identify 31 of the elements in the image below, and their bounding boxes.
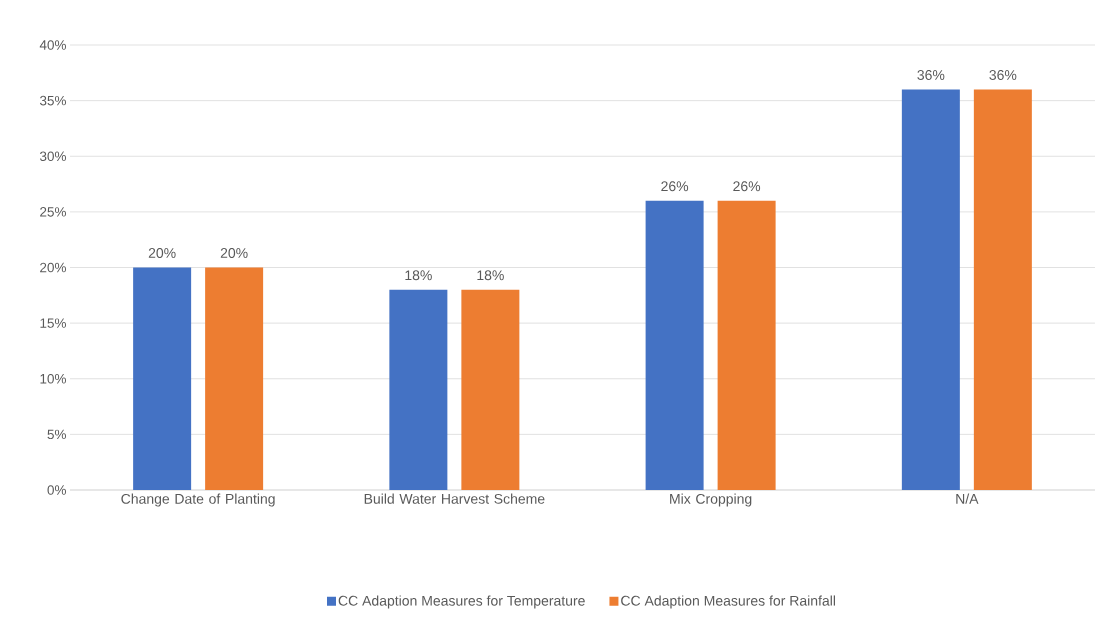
y-tick-label: 35% — [39, 95, 66, 106]
data-label: 18% — [405, 270, 432, 281]
data-label: 20% — [220, 248, 248, 258]
x-tick-label: Change Date of Planting — [121, 493, 275, 507]
legend-label: CC Adaption Measures for Rainfall — [621, 595, 836, 609]
y-tick-label: 5% — [47, 429, 66, 440]
bar — [205, 267, 264, 490]
bar — [717, 200, 776, 490]
x-tick-label: Mix Cropping — [670, 493, 752, 507]
bar — [901, 89, 960, 490]
y-tick-label: 10% — [40, 373, 66, 384]
data-label: 26% — [661, 181, 689, 192]
bar — [133, 267, 192, 490]
bar — [461, 289, 520, 490]
data-label: 26% — [733, 181, 761, 192]
y-tick-label: 40% — [39, 40, 66, 50]
data-label: 36% — [989, 70, 1017, 80]
y-tick-label: 30% — [39, 151, 66, 162]
x-tick-label: Build Water Harvest Scheme — [364, 493, 545, 504]
data-label: 36% — [917, 70, 945, 80]
data-label: 18% — [477, 270, 504, 281]
y-tick-label: 25% — [40, 207, 66, 217]
bar — [973, 89, 1032, 490]
legend-label: CC Adaption Measures for Temperature — [338, 595, 585, 609]
bar — [645, 200, 704, 490]
bar — [389, 289, 448, 490]
x-tick-label: N/A — [956, 493, 979, 504]
data-label: 20% — [148, 248, 176, 258]
y-tick-label: 0% — [47, 485, 66, 495]
y-tick-label: 20% — [40, 262, 66, 273]
y-tick-label: 15% — [40, 318, 66, 328]
